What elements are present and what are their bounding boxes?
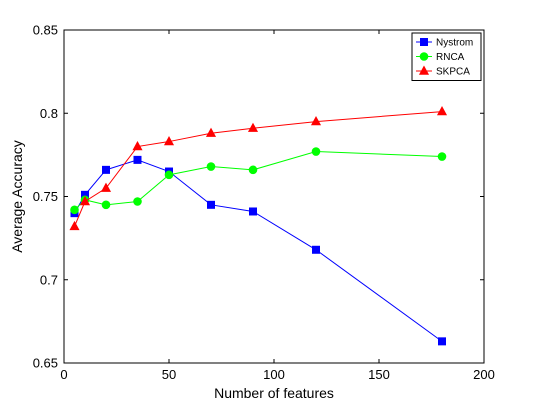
- y-tick-label: 0.85: [33, 23, 58, 38]
- data-point-skpca: [100, 182, 112, 192]
- legend-marker-nystrom: [420, 38, 428, 46]
- legend-marker-skpca: [418, 65, 430, 75]
- series-layer: [69, 106, 448, 346]
- x-axis-label: Number of features: [214, 385, 334, 401]
- data-point-rnca: [70, 205, 79, 215]
- data-point-skpca: [163, 136, 175, 146]
- data-point-skpca: [205, 127, 217, 137]
- y-tick-label: 0.75: [33, 189, 58, 204]
- data-point-skpca: [436, 106, 448, 116]
- x-tick-label: 150: [368, 367, 390, 382]
- data-point-skpca: [79, 195, 91, 206]
- data-point-rnca: [437, 152, 447, 161]
- legend: Nystrom RNCA SKPCA: [411, 32, 482, 81]
- legend-item-rnca: RNCA: [416, 52, 465, 63]
- data-point-rnca: [248, 165, 258, 175]
- y-tick-label: 0.65: [33, 356, 58, 371]
- data-point-rnca: [101, 200, 111, 210]
- data-point-rnca: [311, 147, 321, 156]
- data-point-skpca: [132, 141, 143, 151]
- data-point-nystrom: [438, 337, 446, 346]
- data-point-rnca: [133, 197, 142, 206]
- x-tick-label: 0: [60, 367, 67, 382]
- legend-label-skpca: SKPCA: [436, 67, 470, 78]
- data-point-nystrom: [207, 200, 215, 209]
- data-point-nystrom: [102, 165, 110, 174]
- x-axis: 0 50 100 150 200: [60, 30, 495, 382]
- y-tick-label: 0.8: [40, 106, 58, 121]
- data-point-skpca: [310, 116, 322, 126]
- data-point-nystrom: [249, 207, 257, 216]
- x-tick-label: 200: [473, 367, 495, 382]
- data-point-skpca: [247, 122, 259, 132]
- legend-label-rnca: RNCA: [436, 52, 465, 63]
- x-tick-label: 100: [263, 367, 285, 382]
- y-tick-label: 0.7: [40, 272, 58, 287]
- data-point-nystrom: [312, 245, 320, 254]
- x-tick-label: 50: [162, 367, 176, 382]
- legend-item-nystrom: Nystrom: [416, 38, 473, 49]
- data-point-nystrom: [133, 155, 142, 164]
- legend-marker-rnca: [419, 52, 429, 61]
- y-axis: 0.65 0.7 0.75 0.8 0.85: [33, 23, 484, 371]
- data-point-rnca: [206, 162, 216, 171]
- data-point-rnca: [164, 170, 174, 180]
- legend-item-skpca: SKPCA: [416, 65, 470, 78]
- legend-label-nystrom: Nystrom: [436, 38, 473, 49]
- series-skpca: [69, 106, 448, 231]
- y-axis-label: Average Accuracy: [9, 140, 25, 253]
- data-point-skpca: [69, 220, 80, 231]
